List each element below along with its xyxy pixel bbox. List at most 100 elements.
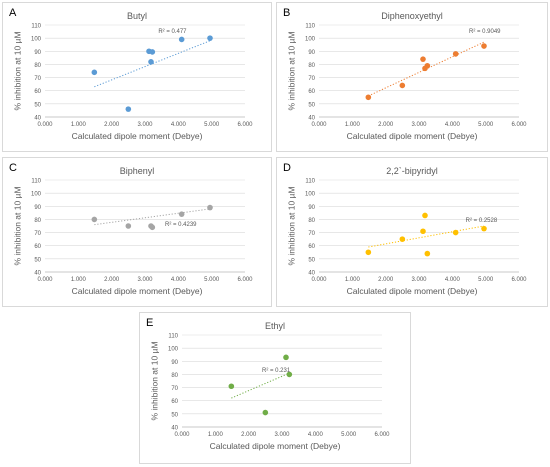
y-tick-label: 90 bbox=[308, 50, 315, 56]
x-tick-label: 2.000 bbox=[241, 432, 257, 438]
chart-title: Diphenoxyethyl bbox=[381, 11, 443, 21]
data-point bbox=[286, 371, 293, 378]
y-tick-label: 90 bbox=[308, 205, 315, 211]
chart-panel-d: D 2,2`-bipyridyl % inhibition at 10 µM Calc… bbox=[276, 157, 548, 307]
y-tick-label: 40 bbox=[34, 116, 41, 122]
data-point bbox=[207, 204, 213, 211]
scatter-plot-area: 40 50 60 70 80 90 100 110 0.000 1.000 2.000 3.000 4.… bbox=[31, 24, 253, 129]
data-point bbox=[424, 250, 431, 257]
x-tick-label: 5.000 bbox=[478, 122, 494, 128]
x-tick-label: 0.000 bbox=[311, 277, 327, 283]
y-tick-label: 70 bbox=[34, 231, 41, 237]
scatter-plot-area: 40 50 60 70 80 90 100 110 0.000 1.000 2.000 3.000 4.… bbox=[305, 24, 527, 129]
y-tick-label: 70 bbox=[171, 386, 178, 392]
x-tick-label: 6.000 bbox=[511, 122, 527, 128]
data-point bbox=[420, 228, 426, 235]
x-tick-label: 3.000 bbox=[274, 432, 290, 438]
data-point bbox=[399, 82, 406, 89]
y-tick-label: 90 bbox=[171, 360, 178, 366]
x-tick-label: 1.000 bbox=[71, 277, 87, 283]
y-tick-label: 110 bbox=[31, 179, 41, 185]
r-squared-label: R² = 0.477 bbox=[158, 29, 187, 35]
x-tick-label: 3.000 bbox=[411, 277, 427, 283]
x-tick-label: 3.000 bbox=[137, 277, 153, 283]
x-tick-label: 4.000 bbox=[445, 277, 461, 283]
chart-title: Biphenyl bbox=[119, 166, 155, 176]
x-tick-label: 0.000 bbox=[37, 277, 53, 283]
x-tick-label: 1.000 bbox=[208, 432, 224, 438]
data-point bbox=[481, 225, 487, 232]
y-tick-label: 80 bbox=[308, 63, 315, 69]
data-point bbox=[399, 236, 406, 242]
y-tick-label: 90 bbox=[34, 50, 41, 56]
data-point bbox=[148, 59, 154, 65]
x-tick-label: 3.000 bbox=[137, 122, 153, 128]
y-tick-label: 110 bbox=[305, 179, 315, 185]
data-point bbox=[125, 223, 132, 229]
y-tick-label: 50 bbox=[171, 412, 178, 418]
data-point bbox=[228, 383, 235, 390]
x-axis-label: Calculated dipole moment (Debye) bbox=[71, 286, 203, 296]
data-point bbox=[452, 51, 459, 57]
data-point bbox=[125, 106, 132, 112]
chart-title: Ethyl bbox=[264, 321, 285, 331]
chart-title: 2,2`-bipyridyl bbox=[386, 166, 438, 176]
y-tick-label: 110 bbox=[168, 334, 178, 340]
data-point bbox=[283, 354, 289, 361]
y-axis-label: % inhibition at 10 µM bbox=[12, 31, 23, 111]
data-point bbox=[178, 36, 185, 43]
y-tick-label: 70 bbox=[34, 76, 41, 82]
x-tick-label: 1.000 bbox=[345, 277, 361, 283]
data-point bbox=[452, 229, 459, 236]
trendline bbox=[368, 225, 485, 248]
y-tick-label: 60 bbox=[171, 399, 178, 405]
x-tick-label: 2.000 bbox=[378, 122, 394, 128]
y-tick-label: 80 bbox=[308, 218, 315, 224]
y-tick-label: 50 bbox=[308, 102, 315, 108]
data-point bbox=[91, 69, 98, 76]
x-axis-label: Calculated dipole moment (Debye) bbox=[346, 286, 478, 296]
scatter-plot-area: 40 50 60 70 80 90 100 110 0.000 1.000 2.000 3.000 4.… bbox=[31, 179, 253, 284]
x-tick-label: 6.000 bbox=[374, 432, 390, 438]
data-point bbox=[420, 56, 426, 62]
y-tick-label: 60 bbox=[34, 244, 41, 250]
x-tick-label: 0.000 bbox=[37, 122, 53, 128]
x-axis-label: Calculated dipole moment (Debye) bbox=[209, 441, 341, 451]
y-tick-label: 70 bbox=[308, 231, 315, 237]
panel-letter: D bbox=[283, 162, 291, 174]
x-tick-label: 4.000 bbox=[171, 122, 187, 128]
y-tick-label: 40 bbox=[308, 271, 315, 277]
data-point bbox=[262, 409, 269, 416]
r-squared-label: R² = 0.231 bbox=[262, 368, 291, 374]
data-point bbox=[207, 35, 213, 41]
data-point bbox=[365, 94, 372, 101]
x-tick-label: 2.000 bbox=[378, 277, 394, 283]
x-tick-label: 6.000 bbox=[237, 277, 253, 283]
y-tick-label: 50 bbox=[308, 257, 315, 263]
panel-letter: E bbox=[146, 317, 154, 329]
x-tick-label: 2.000 bbox=[104, 277, 120, 283]
r-squared-label: R² = 0.4239 bbox=[165, 222, 197, 228]
y-tick-label: 60 bbox=[308, 89, 315, 95]
x-tick-label: 0.000 bbox=[311, 122, 327, 128]
y-tick-label: 100 bbox=[31, 37, 42, 43]
chart-panel-b: B Diphenoxyethyl % inhibition at 10 µM Calc… bbox=[276, 2, 548, 152]
data-point bbox=[149, 49, 156, 55]
x-tick-label: 5.000 bbox=[204, 277, 220, 283]
y-tick-label: 100 bbox=[305, 192, 316, 198]
x-tick-label: 1.000 bbox=[345, 122, 361, 128]
x-tick-label: 0.000 bbox=[174, 432, 190, 438]
y-tick-label: 60 bbox=[34, 89, 41, 95]
y-tick-label: 60 bbox=[308, 244, 315, 250]
chart-panel-e: E Ethyl % inhibition at 10 µM Calculated di… bbox=[139, 312, 411, 464]
data-point bbox=[365, 249, 372, 256]
x-tick-label: 4.000 bbox=[308, 432, 324, 438]
x-tick-label: 5.000 bbox=[341, 432, 357, 438]
data-point bbox=[481, 43, 487, 49]
x-tick-label: 5.000 bbox=[478, 277, 494, 283]
x-axis-label: Calculated dipole moment (Debye) bbox=[71, 131, 203, 141]
y-tick-label: 90 bbox=[34, 205, 41, 211]
y-tick-label: 80 bbox=[34, 63, 41, 69]
x-tick-label: 4.000 bbox=[171, 277, 187, 283]
x-tick-label: 5.000 bbox=[204, 122, 220, 128]
